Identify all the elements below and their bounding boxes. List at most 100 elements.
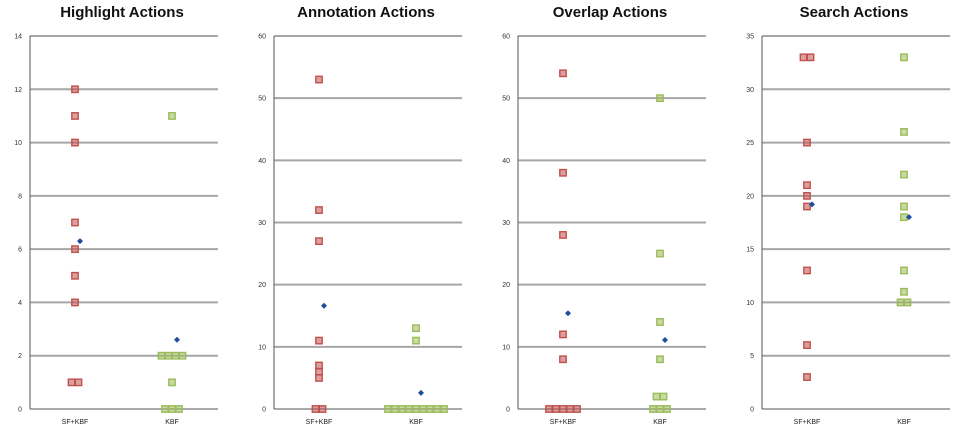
data-point — [426, 405, 434, 413]
data-point — [900, 202, 908, 211]
data-point — [168, 405, 176, 413]
chart-title: Overlap Actions — [552, 4, 668, 21]
y-tick-label: 0 — [18, 407, 22, 414]
x-tick-label: SF+KBF — [306, 419, 333, 426]
data-point — [315, 237, 323, 246]
data-point — [71, 218, 79, 227]
chart-panel-highlight: Highlight Actions 0 2 4 6 8 10 12 14 SF+KBF KBF — [0, 0, 244, 437]
data-point — [559, 405, 567, 413]
data-point — [71, 271, 79, 280]
data-point — [656, 318, 664, 326]
data-point — [168, 112, 176, 120]
data-point — [656, 94, 664, 103]
data-point — [559, 168, 567, 177]
data-point — [659, 392, 668, 401]
data-point — [315, 361, 323, 370]
data-point — [168, 378, 176, 387]
data-point — [806, 53, 815, 62]
x-tick-label: KBF — [409, 419, 423, 426]
data-point — [803, 191, 811, 200]
y-tick-label: 20 — [502, 282, 510, 289]
y-tick-label: 40 — [502, 158, 510, 165]
data-point — [71, 85, 79, 94]
data-point — [315, 336, 323, 345]
data-point — [318, 405, 327, 413]
y-tick-label: 15 — [746, 247, 754, 254]
chart-title: Highlight Actions — [60, 4, 184, 21]
data-point — [573, 405, 581, 413]
y-tick-label: 30 — [746, 87, 754, 94]
x-tick-label: KBF — [653, 419, 667, 426]
y-tick-label: 14 — [14, 34, 22, 41]
data-point — [391, 405, 399, 413]
y-tick-label: 2 — [18, 353, 22, 360]
data-point — [803, 266, 811, 275]
data-point — [900, 53, 908, 62]
y-tick-label: 8 — [18, 193, 22, 200]
data-point — [71, 138, 79, 147]
data-point — [71, 298, 79, 307]
mean-marker — [906, 214, 912, 221]
data-point — [315, 206, 323, 214]
y-tick-label: 50 — [258, 96, 266, 103]
x-tick-label: SF+KBF — [550, 419, 577, 426]
data-point — [419, 405, 427, 413]
data-point — [412, 405, 420, 413]
mean-marker — [418, 389, 424, 396]
chart-plot: 0 2 4 6 8 10 12 14 SF+KBF KBF — [14, 34, 218, 426]
data-point — [559, 330, 567, 339]
mean-marker — [809, 201, 815, 208]
data-point — [545, 405, 553, 413]
chart-plot: 0 10 20 30 40 50 60 SF+KBF KBF — [258, 34, 462, 426]
y-tick-label: 6 — [18, 247, 22, 254]
chart-title: Search Actions — [799, 4, 909, 21]
y-tick-label: 12 — [14, 87, 22, 94]
x-tick-label: SF+KBF — [794, 419, 821, 426]
data-point — [649, 405, 657, 413]
y-tick-label: 10 — [14, 140, 22, 147]
data-point — [384, 405, 392, 413]
mean-marker — [565, 310, 571, 317]
data-point — [566, 405, 574, 413]
mean-marker — [321, 302, 327, 309]
data-point — [903, 298, 912, 307]
chart-panel-search: Search Actions 0 5 10 15 20 25 30 35 SF+KBF KBF — [732, 0, 976, 437]
y-tick-label: 60 — [258, 34, 266, 41]
data-point — [315, 374, 323, 382]
x-tick-label: KBF — [897, 419, 911, 426]
data-point — [900, 170, 908, 179]
mean-marker — [174, 336, 180, 343]
data-point — [799, 53, 808, 62]
data-point — [398, 405, 406, 413]
y-tick-label: 0 — [506, 407, 510, 414]
y-tick-label: 35 — [746, 34, 754, 41]
y-tick-label: 5 — [750, 353, 754, 360]
data-point — [315, 75, 323, 84]
data-point — [67, 378, 76, 387]
mean-marker — [662, 336, 668, 343]
data-point — [656, 405, 664, 413]
data-point — [656, 355, 664, 364]
y-tick-label: 25 — [746, 140, 754, 147]
y-tick-label: 0 — [750, 407, 754, 414]
data-point — [656, 249, 664, 258]
x-tick-label: SF+KBF — [62, 419, 89, 426]
data-point — [412, 336, 420, 345]
data-point — [405, 405, 413, 413]
data-point — [157, 351, 166, 360]
data-point — [171, 351, 180, 360]
data-point — [896, 298, 905, 307]
data-point — [71, 112, 79, 120]
y-tick-label: 4 — [18, 300, 22, 307]
y-tick-label: 30 — [502, 220, 510, 227]
y-tick-label: 10 — [746, 300, 754, 307]
chart-plot: 0 10 20 30 40 50 60 SF+KBF KBF — [502, 34, 706, 426]
y-tick-label: 40 — [258, 158, 266, 165]
data-point — [900, 266, 908, 275]
y-tick-label: 30 — [258, 220, 266, 227]
mean-marker — [77, 238, 83, 245]
data-point — [652, 392, 661, 401]
chart-panel-overlap: Overlap Actions 0 10 20 30 40 50 60 SF+KBF KBF — [488, 0, 732, 437]
x-tick-label: KBF — [165, 419, 179, 426]
